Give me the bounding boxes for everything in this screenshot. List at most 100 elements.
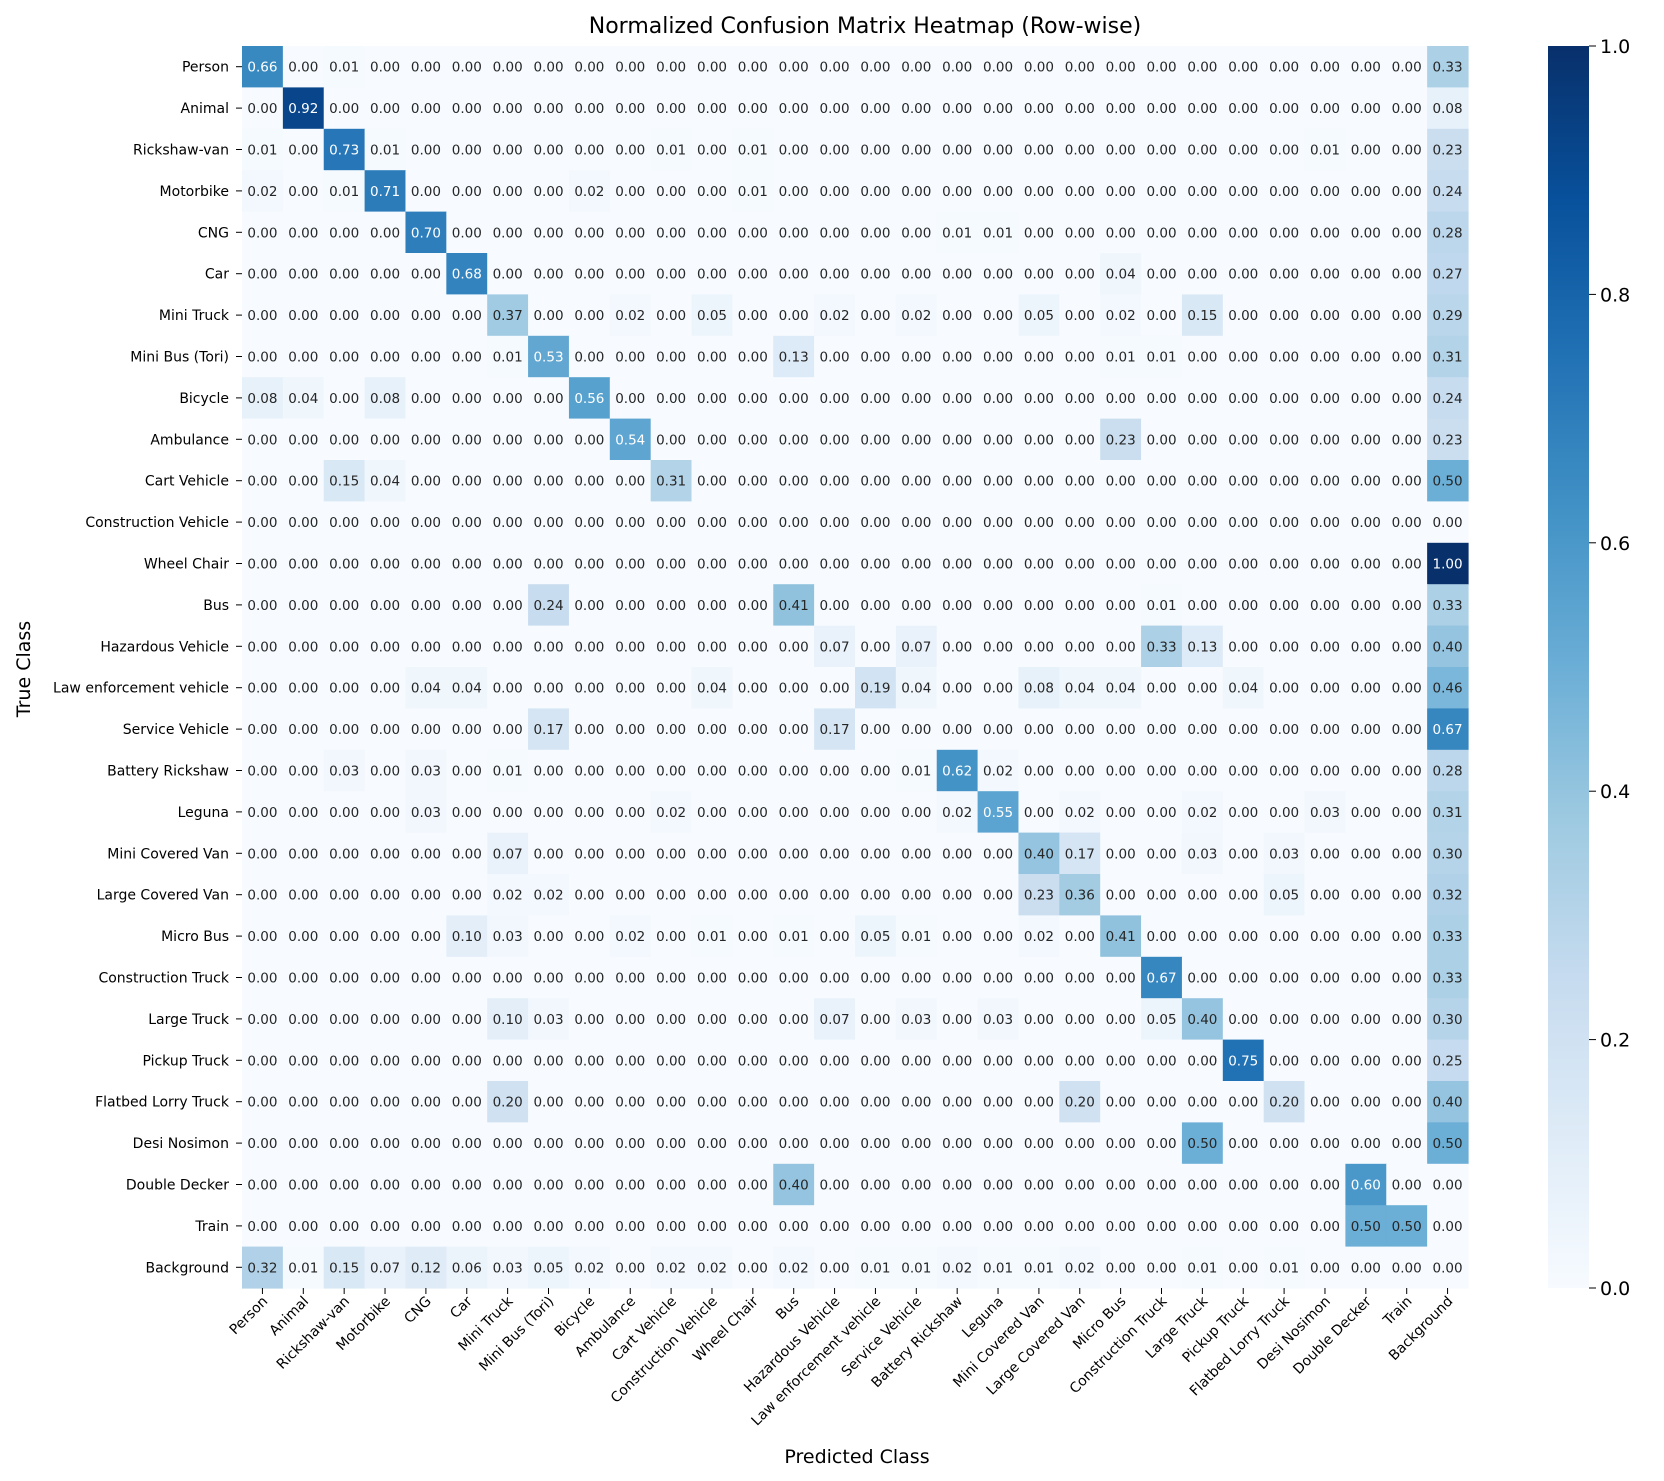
heatmap-cell xyxy=(405,625,447,668)
y-tick-label: Construction Truck xyxy=(98,971,229,987)
heatmap-cell xyxy=(364,998,407,1041)
heatmap-cell xyxy=(1345,874,1387,916)
heatmap-cell xyxy=(691,625,733,668)
heatmap-cell xyxy=(1386,584,1428,627)
heatmap-cell xyxy=(977,377,1020,420)
cell-value-label: 0.00 xyxy=(370,432,400,448)
cell-value-label: 0.00 xyxy=(533,929,563,945)
heatmap-cell xyxy=(1263,87,1306,130)
heatmap-cell xyxy=(650,335,693,378)
heatmap-cell xyxy=(1304,170,1346,213)
heatmap-cell xyxy=(936,542,979,585)
heatmap-cell xyxy=(814,874,856,916)
heatmap-cell xyxy=(1018,460,1060,502)
heatmap-cell xyxy=(242,211,284,254)
cell-value-label: 0.00 xyxy=(656,681,686,697)
heatmap-cell xyxy=(446,542,488,585)
y-tick-label: Ambulance xyxy=(150,432,229,448)
heatmap-cell xyxy=(895,625,938,668)
cell-value-label: 0.00 xyxy=(288,432,318,448)
heatmap-cell xyxy=(487,1163,529,1206)
y-tick-label: Large Truck xyxy=(148,1012,230,1028)
heatmap-cell xyxy=(528,460,570,502)
cell-value-label: 0.00 xyxy=(1392,971,1422,987)
cell-value-label: 0.50 xyxy=(1187,1136,1217,1152)
cell-value-label: 0.00 xyxy=(1310,267,1340,283)
cell-value-label: 0.00 xyxy=(738,60,768,76)
heatmap-cell xyxy=(568,874,611,916)
heatmap-cell xyxy=(487,170,529,213)
heatmap-cell xyxy=(814,542,856,585)
cell-value-label: 0.00 xyxy=(738,101,768,117)
heatmap-cell xyxy=(814,335,856,378)
heatmap-cell xyxy=(1181,667,1224,709)
cell-value-label: 0.00 xyxy=(288,681,318,697)
cell-value-label: 0.00 xyxy=(329,846,359,862)
heatmap-cell xyxy=(773,46,815,88)
cell-value-label: 0.00 xyxy=(247,1178,277,1194)
cell-value-label: 0.00 xyxy=(452,60,482,76)
heatmap-cell xyxy=(1345,749,1387,792)
y-tick-label: Hazardous Vehicle xyxy=(100,639,229,655)
heatmap-cell xyxy=(895,542,938,585)
cell-value-label: 0.00 xyxy=(1065,391,1095,407)
heatmap-cell xyxy=(1059,791,1101,834)
heatmap-cell xyxy=(977,542,1020,585)
heatmap-cell xyxy=(650,1122,693,1165)
heatmap-cell xyxy=(242,335,284,378)
cell-value-label: 0.00 xyxy=(411,267,441,283)
heatmap-cell xyxy=(732,418,774,461)
cell-value-label: 0.03 xyxy=(983,1012,1013,1028)
cell-value-label: 0.00 xyxy=(370,1219,400,1235)
heatmap-cell xyxy=(1263,253,1306,295)
heatmap-cell xyxy=(1181,1039,1224,1082)
heatmap-cell xyxy=(977,1039,1020,1082)
heatmap-cell xyxy=(1141,956,1183,999)
heatmap-cell xyxy=(1059,584,1101,627)
cell-value-label: 0.00 xyxy=(1024,267,1054,283)
heatmap-cell xyxy=(814,915,856,958)
heatmap-cell xyxy=(1263,791,1306,834)
cell-value-label: 0.00 xyxy=(1392,474,1422,490)
cell-value-label: 0.40 xyxy=(1433,639,1463,655)
cell-value-label: 0.00 xyxy=(574,1095,604,1111)
cell-value-label: 0.00 xyxy=(329,888,359,904)
heatmap-cell xyxy=(1141,460,1183,502)
heatmap-cell xyxy=(1018,584,1060,627)
cell-value-label: 0.00 xyxy=(983,639,1013,655)
cell-value-label: 0.00 xyxy=(533,391,563,407)
heatmap-cell xyxy=(1263,749,1306,792)
cell-value-label: 0.40 xyxy=(1024,846,1054,862)
cell-value-label: 0.00 xyxy=(493,60,523,76)
cell-value-label: 0.00 xyxy=(697,1136,727,1152)
cell-value-label: 0.00 xyxy=(1187,391,1217,407)
heatmap-cell xyxy=(1263,46,1306,88)
cell-value-label: 0.00 xyxy=(901,598,931,614)
heatmap-cell xyxy=(1427,377,1469,420)
cell-value-label: 0.00 xyxy=(860,225,890,241)
heatmap-cell xyxy=(487,625,529,668)
x-tick-label: Train xyxy=(1380,1294,1416,1330)
cell-value-label: 0.00 xyxy=(288,598,318,614)
heatmap-cell xyxy=(855,915,897,958)
heatmap-cell xyxy=(773,749,815,792)
heatmap-cell xyxy=(1222,335,1265,378)
cell-value-label: 0.00 xyxy=(452,722,482,738)
heatmap-cell xyxy=(364,1039,407,1082)
cell-value-label: 0.00 xyxy=(288,971,318,987)
cell-value-label: 0.03 xyxy=(1187,846,1217,862)
cell-value-label: 0.00 xyxy=(779,60,809,76)
heatmap-cell xyxy=(895,211,938,254)
cell-value-label: 0.00 xyxy=(1433,1260,1463,1276)
y-tick-label: Motorbike xyxy=(160,184,229,200)
cell-value-label: 0.00 xyxy=(370,598,400,614)
heatmap-cell xyxy=(1304,1081,1346,1123)
cell-value-label: 0.00 xyxy=(1024,805,1054,821)
cell-value-label: 0.00 xyxy=(738,846,768,862)
cell-value-label: 0.00 xyxy=(1310,971,1340,987)
cell-value-label: 0.00 xyxy=(329,350,359,366)
cell-value-label: 0.00 xyxy=(983,60,1013,76)
cell-value-label: 0.00 xyxy=(901,971,931,987)
heatmap-cell xyxy=(650,832,693,875)
heatmap-cell xyxy=(1100,832,1142,875)
